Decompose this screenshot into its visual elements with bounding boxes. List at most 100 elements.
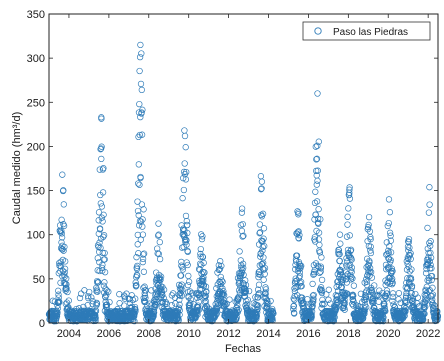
data-point xyxy=(242,281,250,289)
data-point xyxy=(132,306,139,313)
data-point xyxy=(395,296,402,303)
data-point xyxy=(100,211,107,218)
data-point xyxy=(140,251,147,258)
data-point xyxy=(215,262,222,269)
data-point xyxy=(258,261,265,268)
data-point xyxy=(349,275,356,282)
data-point xyxy=(401,312,408,319)
data-point xyxy=(121,302,128,309)
data-point xyxy=(387,273,394,280)
data-point xyxy=(421,299,429,306)
data-point xyxy=(318,254,325,261)
data-point xyxy=(245,287,253,295)
data-point xyxy=(217,280,225,288)
data-point xyxy=(100,233,107,240)
data-point xyxy=(362,289,369,296)
data-point xyxy=(85,292,92,300)
data-point xyxy=(99,249,106,257)
data-point xyxy=(254,286,262,293)
data-point xyxy=(402,292,410,299)
data-point xyxy=(98,264,106,272)
data-point xyxy=(141,283,148,290)
data-point xyxy=(255,281,263,288)
data-point xyxy=(63,281,70,288)
data-point xyxy=(179,286,186,294)
data-point xyxy=(100,165,107,172)
data-point xyxy=(257,271,264,279)
legend-label: Paso las Piedras xyxy=(333,27,408,38)
data-point xyxy=(241,284,248,292)
data-point xyxy=(365,213,373,221)
data-point xyxy=(312,238,319,245)
data-point xyxy=(116,291,123,298)
data-point xyxy=(139,216,146,223)
data-point xyxy=(389,297,396,305)
data-point xyxy=(76,294,84,302)
data-point xyxy=(345,205,352,212)
data-point xyxy=(315,220,322,227)
data-point xyxy=(150,312,157,320)
data-point xyxy=(133,282,140,289)
data-point xyxy=(61,269,68,276)
data-point xyxy=(136,131,143,139)
data-point xyxy=(244,296,251,304)
data-point xyxy=(254,294,262,301)
data-point xyxy=(169,290,177,297)
data-point xyxy=(331,314,338,321)
x-tick-label: 2012 xyxy=(216,328,240,340)
data-point xyxy=(404,275,411,282)
data-point xyxy=(196,260,204,267)
data-point xyxy=(95,279,102,286)
data-point xyxy=(325,296,332,303)
data-point xyxy=(387,237,395,244)
data-point xyxy=(260,276,267,283)
data-point xyxy=(98,155,105,163)
data-point xyxy=(348,256,355,263)
data-point xyxy=(314,215,322,222)
data-point xyxy=(319,296,326,303)
data-point xyxy=(200,277,207,285)
data-point xyxy=(175,281,183,289)
data-point xyxy=(319,300,326,307)
data-point xyxy=(343,233,351,240)
data-point xyxy=(136,53,144,61)
data-point xyxy=(347,276,355,283)
data-point xyxy=(350,302,357,309)
data-point xyxy=(135,133,142,141)
data-point xyxy=(405,255,412,263)
data-point xyxy=(97,200,104,207)
x-axis-title: Fechas xyxy=(225,343,262,355)
data-point xyxy=(315,138,322,145)
data-point xyxy=(175,291,182,298)
data-point xyxy=(237,257,244,264)
data-point xyxy=(267,297,274,305)
data-point xyxy=(263,303,270,310)
data-point xyxy=(335,247,343,254)
data-point xyxy=(363,278,370,285)
data-point xyxy=(316,269,323,276)
data-point xyxy=(220,291,227,298)
data-point xyxy=(260,254,267,261)
data-point xyxy=(85,294,92,302)
data-point xyxy=(317,268,324,275)
data-point xyxy=(367,249,375,257)
data-point xyxy=(317,265,325,272)
data-point xyxy=(134,198,141,205)
data-point xyxy=(144,302,151,309)
x-tick-label: 2008 xyxy=(137,328,161,340)
data-point xyxy=(63,285,70,292)
data-point xyxy=(346,232,353,239)
data-point xyxy=(314,177,321,184)
data-point xyxy=(58,227,65,234)
data-point xyxy=(142,294,149,302)
data-point xyxy=(100,282,108,289)
data-point xyxy=(54,309,61,316)
data-point xyxy=(97,244,104,252)
data-point xyxy=(366,272,373,279)
data-point xyxy=(389,275,396,283)
data-point xyxy=(55,291,62,298)
data-point xyxy=(426,239,433,247)
data-point xyxy=(197,253,204,260)
data-point xyxy=(200,274,207,281)
data-point xyxy=(179,266,187,273)
